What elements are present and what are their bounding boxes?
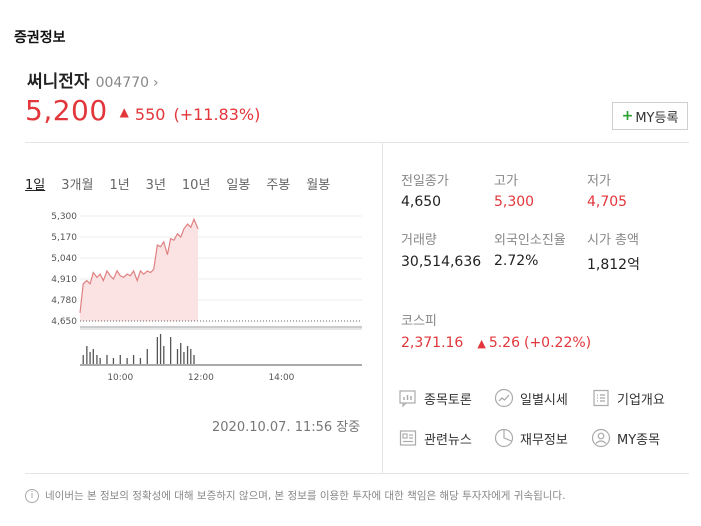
info-value: 4,650 — [401, 194, 442, 210]
link-label: 일별시세 — [520, 392, 568, 408]
info-label: 외국인소진율 — [494, 233, 566, 248]
link-label: 기업개요 — [617, 392, 665, 408]
kospi-index: 코스피 2,371.16 ▲ 5.26 (+0.22%) — [401, 310, 591, 351]
plus-icon: + — [621, 108, 634, 124]
x-tick-label: 12:00 — [188, 373, 214, 383]
x-tick-label: 14:00 — [268, 373, 294, 383]
bottom-divider — [25, 473, 689, 474]
link-label: 관련뉴스 — [424, 432, 472, 448]
timestamp: 2020.10.07. 11:56 장중 — [212, 420, 361, 435]
info-market-cap: 시가 총액 1,812억 — [587, 233, 677, 274]
link-label: 재무정보 — [520, 432, 568, 448]
tab-weekly[interactable]: 주봉 — [266, 178, 291, 193]
add-my-stock-label: MY등록 — [635, 110, 679, 126]
link-company-overview[interactable]: 기업개요 — [591, 388, 665, 408]
link-daily-price[interactable]: 일별시세 — [494, 388, 568, 408]
vertical-divider — [382, 143, 383, 473]
info-value: 4,705 — [587, 194, 628, 210]
info-value: 30,514,636 — [401, 254, 482, 270]
tab-1y[interactable]: 1년 — [109, 178, 130, 193]
kospi-rate: (+0.22%) — [523, 335, 592, 351]
info-volume: 거래량 30,514,636 — [401, 233, 491, 270]
up-triangle-icon: ▲ — [477, 337, 486, 350]
kospi-label: 코스피 — [401, 314, 437, 329]
stock-header[interactable]: 써니전자 004770 › — [27, 67, 159, 92]
section-title: 증권정보 — [14, 30, 66, 46]
info-high: 고가 5,300 — [494, 174, 584, 210]
info-label: 전일종가 — [401, 174, 449, 189]
info-label: 거래량 — [401, 233, 437, 248]
info-value: 1,812억 — [587, 257, 640, 273]
link-my-stocks[interactable]: MY종목 — [591, 428, 660, 448]
tab-monthly[interactable]: 월봉 — [306, 178, 331, 193]
news-icon — [399, 430, 417, 446]
chart-period-tabs: 1일 3개월 1년 3년 10년 일봉 주봉 월봉 — [25, 174, 346, 193]
stock-name[interactable]: 써니전자 — [27, 72, 90, 92]
link-financials[interactable]: 재무정보 — [494, 428, 568, 448]
price-change: 550 — [134, 105, 166, 124]
up-triangle-icon: ▲ — [119, 105, 129, 119]
info-value: 2.72% — [494, 253, 539, 269]
tab-3m[interactable]: 3개월 — [61, 178, 94, 193]
intraday-price-chart[interactable]: 5,300 5,170 5,040 4,910 4,780 4,650 10:00 12:00… — [25, 200, 370, 390]
kospi-change: 5.26 — [488, 335, 520, 351]
chevron-right-icon[interactable]: › — [153, 75, 159, 91]
tab-daily[interactable]: 일봉 — [226, 178, 251, 193]
list-icon — [593, 389, 609, 407]
info-icon: i — [25, 488, 39, 503]
stock-code[interactable]: 004770 — [95, 75, 150, 91]
info-label: 저가 — [587, 174, 611, 189]
y-tick-label: 4,650 — [51, 317, 77, 327]
link-label: MY종목 — [617, 432, 661, 448]
tab-1d[interactable]: 1일 — [25, 178, 46, 193]
x-tick-label: 10:00 — [107, 373, 133, 383]
y-tick-label: 5,300 — [51, 212, 77, 222]
tab-3y[interactable]: 3년 — [145, 178, 166, 193]
info-value: 5,300 — [494, 194, 535, 210]
chat-chart-icon — [399, 390, 416, 408]
price-row: 5,200 ▲ 550 (+11.83%) — [25, 94, 260, 127]
link-discussion[interactable]: 종목토론 — [398, 388, 472, 408]
top-divider — [25, 142, 689, 143]
link-related-news[interactable]: 관련뉴스 — [398, 428, 472, 448]
disclaimer-text: 네이버는 본 정보의 정확성에 대해 보증하지 않으며, 본 정보를 이용한 투… — [45, 490, 566, 502]
user-icon — [591, 428, 611, 448]
info-prev-close: 전일종가 4,650 — [401, 174, 491, 210]
disclaimer: i 네이버는 본 정보의 정확성에 대해 보증하지 않으며, 본 정보를 이용한… — [25, 488, 565, 503]
info-foreign-ratio: 외국인소진율 2.72% — [494, 233, 568, 269]
add-my-stock-button[interactable]: + MY등록 — [612, 102, 688, 130]
tab-10y[interactable]: 10년 — [181, 178, 211, 193]
kospi-value: 2,371.16 — [401, 335, 464, 351]
info-low: 저가 4,705 — [587, 174, 677, 210]
kospi-row: 2,371.16 ▲ 5.26 (+0.22%) — [401, 335, 591, 351]
price-change-rate: (+11.83%) — [173, 105, 261, 124]
y-tick-label: 4,910 — [51, 275, 77, 285]
price-area — [80, 219, 199, 321]
info-label: 시가 총액 — [587, 233, 639, 248]
link-label: 종목토론 — [424, 392, 472, 408]
y-tick-label: 5,170 — [51, 233, 77, 243]
price-line — [79, 217, 199, 313]
current-price: 5,200 — [25, 94, 108, 127]
pie-icon — [494, 428, 514, 448]
info-label: 고가 — [494, 174, 518, 189]
y-tick-label: 4,780 — [51, 296, 77, 306]
y-tick-label: 5,040 — [51, 254, 77, 264]
trend-circle-icon — [494, 388, 514, 408]
